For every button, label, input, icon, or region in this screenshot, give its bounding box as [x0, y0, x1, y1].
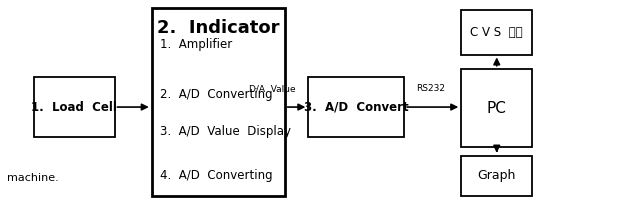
Bar: [461, 69, 532, 147]
Text: 1.  Amplifier: 1. Amplifier: [160, 38, 232, 51]
Bar: [461, 156, 532, 196]
Bar: [34, 77, 115, 137]
Text: RS232: RS232: [416, 84, 444, 93]
Text: 1.  Load  Cell: 1. Load Cell: [32, 101, 117, 114]
Text: 3.  A/D  Value  Display: 3. A/D Value Display: [160, 125, 291, 138]
Bar: [308, 77, 404, 137]
Text: 2.  A/D  Converting: 2. A/D Converting: [160, 88, 272, 101]
Text: Graph: Graph: [478, 169, 516, 182]
Bar: [461, 10, 532, 55]
Text: 2.  Indicator: 2. Indicator: [157, 19, 279, 37]
Text: D/A  Value: D/A Value: [249, 84, 296, 93]
Text: PC: PC: [487, 101, 507, 116]
Text: machine.: machine.: [7, 173, 59, 183]
Bar: [152, 8, 285, 196]
Text: 4.  A/D  Converting: 4. A/D Converting: [160, 169, 272, 182]
Text: C V S  출력: C V S 출력: [470, 26, 523, 39]
Text: 3.  A/D  Convert: 3. A/D Convert: [304, 101, 409, 114]
